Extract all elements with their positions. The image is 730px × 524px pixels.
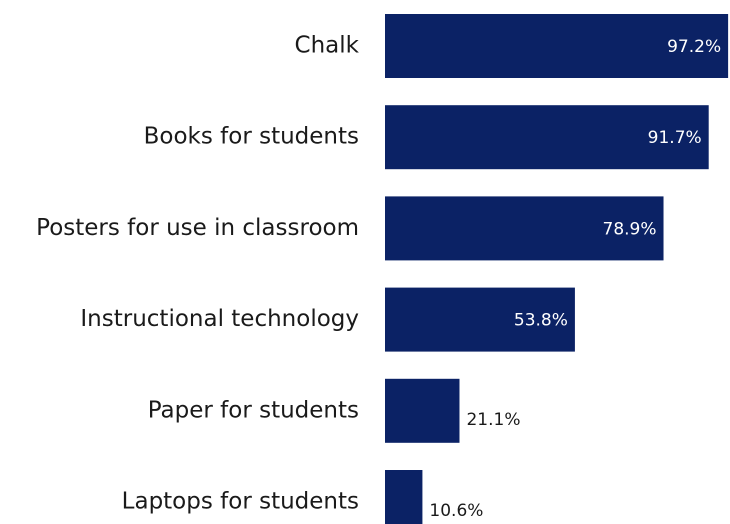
category-label-chalk: Chalk — [295, 33, 360, 59]
value-labels: 97.2% 91.7% 78.9% 53.8% 21.1% 10.6% — [429, 37, 721, 521]
bar-instructional-technology — [385, 287, 575, 352]
bar-paper-for-students — [385, 378, 460, 443]
value-label-books-for-students: 91.7% — [648, 128, 702, 148]
bar-chalk — [385, 14, 729, 78]
category-label-instructional-technology: Instructional technology — [80, 306, 359, 332]
value-label-paper-for-students: 21.1% — [466, 410, 520, 430]
category-label-paper-for-students: Paper for students — [148, 397, 359, 423]
bar-posters-for-use-in-classroom — [385, 196, 664, 261]
category-label-books-for-students: Books for students — [144, 124, 359, 150]
value-label-instructional-technology: 53.8% — [514, 311, 568, 331]
value-label-laptops-for-students: 10.6% — [429, 501, 483, 521]
category-label-posters-for-use-in-classroom: Posters for use in classroom — [36, 215, 359, 241]
category-labels: Chalk Books for students Posters for use i… — [36, 33, 360, 515]
value-label-chalk: 97.2% — [667, 37, 721, 57]
bar-books-for-students — [385, 105, 709, 170]
category-label-laptops-for-students: Laptops for students — [122, 489, 359, 515]
bars — [385, 14, 729, 524]
value-label-posters-for-use-in-classroom: 78.9% — [603, 219, 657, 239]
bar-laptops-for-students — [385, 470, 423, 524]
